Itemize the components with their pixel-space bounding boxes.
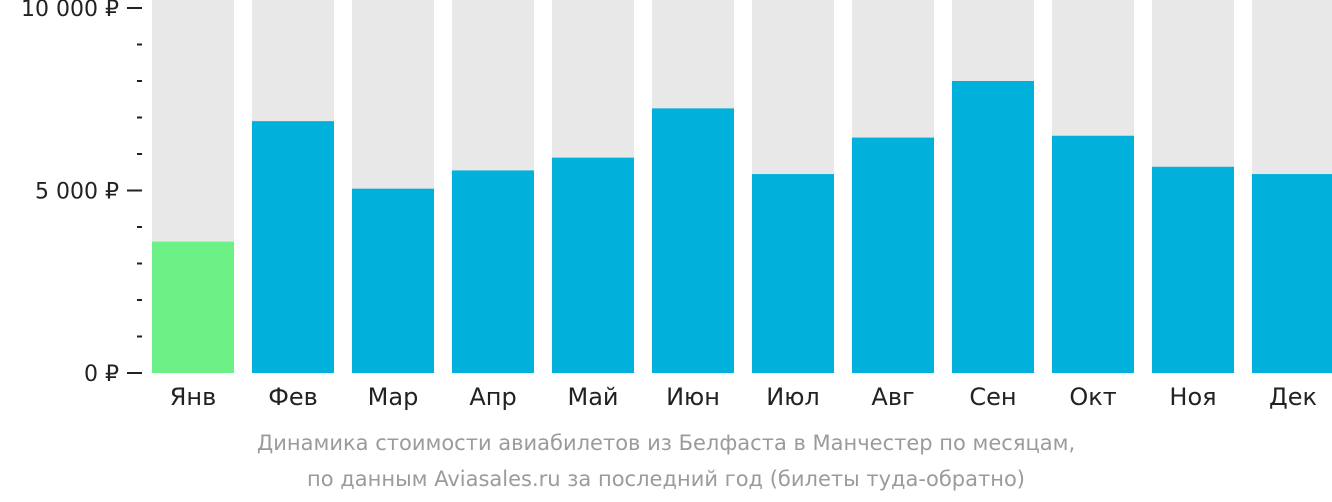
bar — [1052, 135, 1134, 373]
bar — [1152, 166, 1234, 373]
bar — [152, 241, 234, 373]
bar — [952, 81, 1034, 373]
x-tick-label: Янв — [170, 383, 217, 411]
x-tick-label: Фев — [268, 383, 318, 411]
x-tick-label: Дек — [1269, 383, 1317, 411]
x-tick-label: Окт — [1069, 383, 1116, 411]
bar — [352, 188, 434, 373]
x-tick-label: Апр — [469, 383, 516, 411]
bar — [752, 174, 834, 373]
x-tick-label: Мар — [368, 383, 419, 411]
bar — [852, 137, 934, 373]
chart-caption-line-2: по данным Aviasales.ru за последний год … — [307, 467, 1025, 491]
bars — [152, 81, 1332, 374]
y-tick-label: 5 000 ₽ — [35, 180, 119, 205]
price-bar-chart: 0 ₽ 5 000 ₽ 10 000 ₽ Янв Фев Мар Апр Май Июн Июл… — [21, 0, 1332, 411]
bar — [552, 157, 634, 373]
y-tick-label: 0 ₽ — [84, 362, 119, 387]
x-tick-label: Июл — [766, 383, 820, 411]
y-tick-label: 10 000 ₽ — [21, 0, 119, 22]
y-axis: 0 ₽ 5 000 ₽ 10 000 ₽ — [21, 0, 142, 387]
bar — [1252, 174, 1332, 373]
bar — [652, 108, 734, 373]
x-tick-label: Авг — [871, 383, 914, 411]
bar — [452, 170, 534, 373]
chart-caption-line-1: Динамика стоимости авиабилетов из Белфас… — [256, 431, 1076, 455]
x-tick-label: Ноя — [1169, 383, 1216, 411]
x-axis: Янв Фев Мар Апр Май Июн Июл Авг Сен Окт Ноя Дек — [170, 383, 1317, 411]
x-tick-label: Июн — [666, 383, 720, 411]
x-tick-label: Сен — [969, 383, 1016, 411]
x-tick-label: Май — [567, 383, 618, 411]
bar — [252, 121, 334, 374]
